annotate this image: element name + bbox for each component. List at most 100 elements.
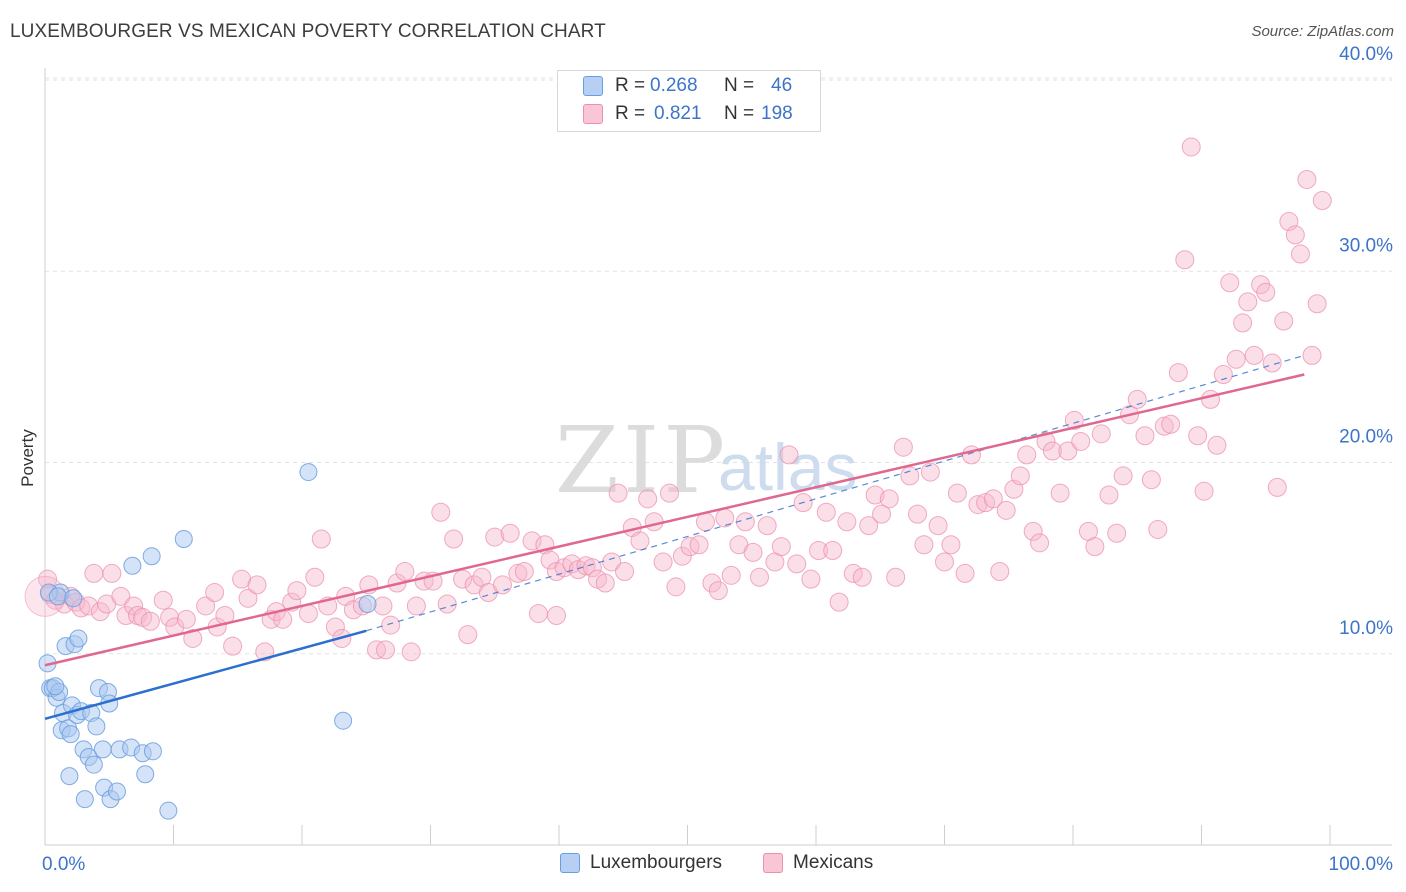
mexican-point bbox=[458, 625, 478, 645]
mexican-point bbox=[485, 527, 505, 547]
mexican-point bbox=[102, 563, 122, 583]
mexican-point bbox=[947, 483, 967, 503]
mexican-point bbox=[829, 592, 849, 612]
mexican-point bbox=[576, 556, 596, 576]
stats-row-mexicans: R = 0.821 N = 198 bbox=[558, 101, 820, 127]
mexican-point bbox=[223, 636, 243, 656]
legend-label: Luxembourgers bbox=[590, 852, 723, 873]
mexican-trend-line bbox=[44, 373, 1305, 667]
mexican-point bbox=[90, 602, 110, 622]
mexican-point bbox=[1042, 441, 1062, 461]
mexican-point bbox=[373, 596, 393, 616]
mexican-point bbox=[879, 489, 899, 509]
luxembourger-point bbox=[358, 595, 377, 614]
mexican-point bbox=[153, 590, 173, 610]
luxembourger-point bbox=[87, 717, 106, 736]
mexican-point bbox=[638, 489, 658, 509]
mexican-point bbox=[183, 628, 203, 648]
chart-title: LUXEMBOURGER VS MEXICAN POVERTY CORRELAT… bbox=[10, 21, 606, 42]
mexican-point bbox=[1207, 435, 1227, 455]
mexican-point bbox=[1085, 537, 1105, 557]
mexican-point bbox=[508, 563, 528, 583]
mexican-point bbox=[381, 615, 401, 635]
mexican-point bbox=[816, 502, 836, 522]
mexican-point bbox=[437, 594, 457, 614]
mexican-point bbox=[900, 466, 920, 486]
bottom-legend: Luxembourgers Mexicans bbox=[0, 850, 1406, 880]
mexican-point bbox=[1312, 190, 1332, 210]
legend-item-mexicans[interactable]: Mexicans bbox=[763, 852, 873, 874]
mexican-point bbox=[546, 606, 566, 625]
mexican-point bbox=[702, 573, 722, 593]
luxembourger-trend-line bbox=[44, 629, 367, 720]
mexican-point bbox=[431, 502, 451, 522]
mexican-point bbox=[406, 596, 426, 616]
y-tick-label: 30.0% bbox=[1339, 235, 1393, 256]
n-value: 198 bbox=[761, 103, 793, 124]
mexican-point bbox=[492, 575, 512, 595]
mexican-point bbox=[1091, 424, 1111, 444]
mexican-point bbox=[160, 607, 180, 627]
stats-legend: R = 0.268 N = 46 R = 0.821 N = 198 bbox=[557, 70, 821, 132]
mexican-point bbox=[859, 516, 879, 536]
mexican-point bbox=[757, 516, 777, 536]
mexican-point bbox=[238, 588, 258, 608]
mexican-point bbox=[721, 565, 741, 585]
legend-swatch-blue bbox=[560, 853, 580, 873]
mexican-point bbox=[644, 512, 664, 532]
mexican-point bbox=[1238, 292, 1258, 312]
stats-row-luxembourgers: R = 0.268 N = 46 bbox=[558, 73, 820, 99]
legend-label: Mexicans bbox=[793, 852, 874, 873]
mexican-point bbox=[941, 535, 961, 555]
mexican-point bbox=[1135, 426, 1155, 446]
mexican-point bbox=[1071, 431, 1091, 451]
mexican-point bbox=[522, 531, 542, 551]
mexican-point bbox=[205, 583, 225, 603]
chart-source: Source: ZipAtlas.com bbox=[1251, 23, 1394, 40]
luxembourger-point bbox=[60, 767, 79, 786]
x-tick-label: 0.0% bbox=[42, 854, 85, 875]
luxembourger-point bbox=[64, 589, 83, 608]
mexican-point bbox=[1285, 225, 1305, 245]
mexican-point bbox=[311, 529, 331, 549]
mexican-point bbox=[1200, 389, 1220, 409]
mexican-point bbox=[376, 640, 396, 660]
mexican-point bbox=[1141, 470, 1161, 490]
mexican-point bbox=[801, 569, 821, 589]
watermark-atlas: atlas bbox=[718, 430, 857, 504]
mexican-point bbox=[444, 529, 464, 549]
mexican-point bbox=[1220, 273, 1240, 293]
mexican-point bbox=[893, 437, 913, 457]
mexican-point bbox=[1307, 294, 1327, 314]
mexican-point bbox=[823, 540, 843, 560]
mexican-point bbox=[809, 540, 829, 560]
mexican-point bbox=[749, 567, 769, 587]
mexican-point bbox=[608, 483, 628, 503]
luxembourger-point bbox=[159, 801, 178, 820]
mexican-point bbox=[395, 562, 415, 582]
mexican-point bbox=[1058, 441, 1078, 461]
mexican-point bbox=[672, 546, 692, 566]
mexican-point bbox=[996, 500, 1016, 520]
luxembourger-point bbox=[123, 556, 142, 575]
mexican-point bbox=[1267, 477, 1287, 497]
mexican-point bbox=[1290, 244, 1310, 264]
mexican-point bbox=[660, 483, 680, 503]
mexican-point bbox=[1161, 414, 1181, 434]
luxembourger-point bbox=[75, 790, 94, 809]
mexican-point bbox=[247, 575, 267, 595]
mexican-point bbox=[528, 604, 548, 624]
mexican-point bbox=[955, 563, 975, 583]
mexican-point bbox=[886, 567, 906, 587]
luxembourger-point bbox=[107, 782, 126, 801]
legend-item-luxembourgers[interactable]: Luxembourgers bbox=[560, 852, 722, 874]
luxembourger-point bbox=[93, 740, 112, 759]
mexican-point bbox=[787, 554, 807, 574]
luxembourger-point bbox=[46, 677, 65, 696]
stats-swatch-pink bbox=[583, 104, 603, 124]
mexican-point bbox=[1036, 431, 1056, 451]
mexican-point bbox=[298, 604, 318, 624]
luxembourger-point bbox=[334, 711, 353, 730]
y-tick-label: 20.0% bbox=[1339, 427, 1393, 448]
